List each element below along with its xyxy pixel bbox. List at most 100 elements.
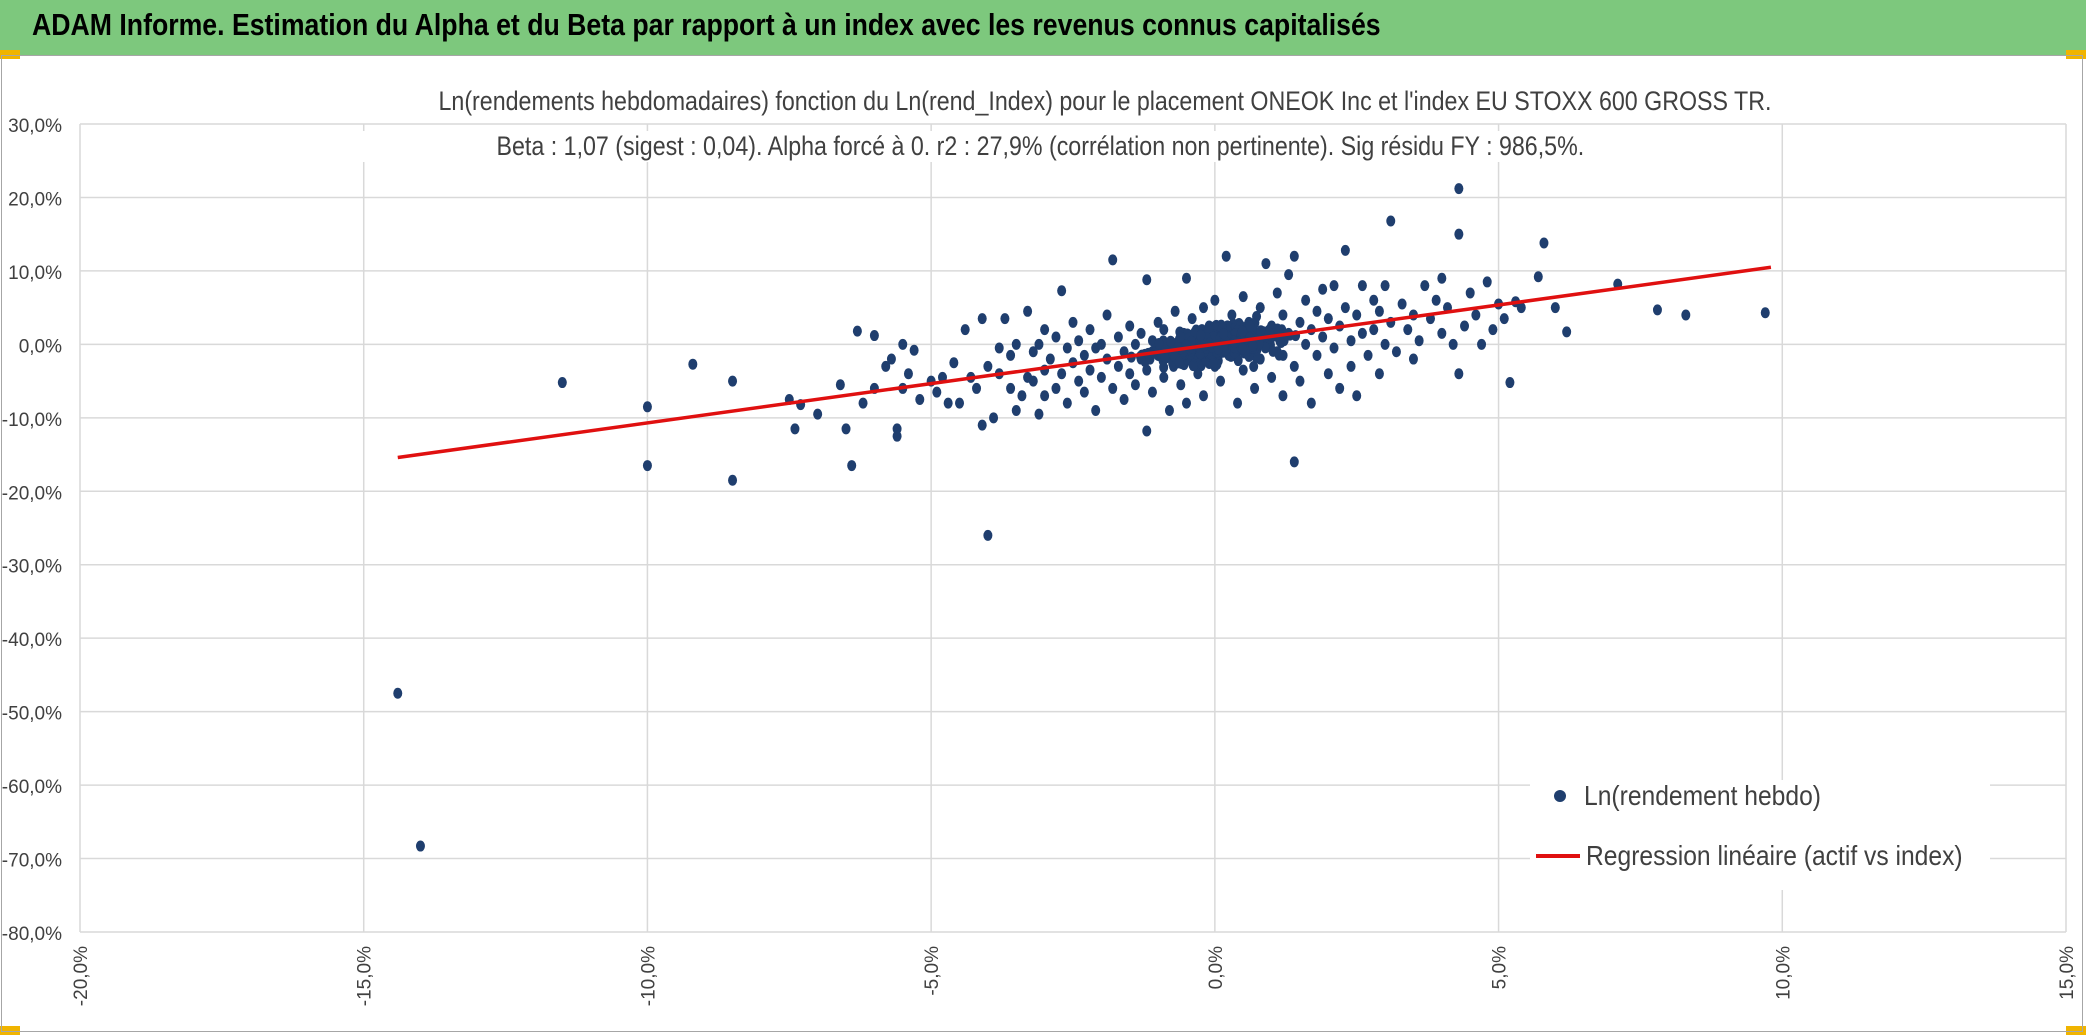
legend-item-regression: Regression linéaire (actif vs index) bbox=[1530, 840, 2014, 872]
legend-item-scatter: Ln(rendement hebdo) bbox=[1530, 780, 1853, 812]
x-axis-tick-labels: -20,0% -15,0% -10,0% -5,0% 0,0% 5,0% 10,0% 15,0… bbox=[71, 946, 2078, 1006]
corner-marker-bottom-left bbox=[0, 1026, 20, 1035]
chart-subtitle-text: Beta : 1,07 (sigest : 0,04). Alpha forcé… bbox=[496, 131, 1584, 161]
data-point bbox=[1448, 338, 1458, 350]
y-tick-label: -30,0% bbox=[2, 557, 62, 578]
x-tick-label: -5,0% bbox=[922, 946, 943, 996]
data-point bbox=[1391, 346, 1401, 358]
data-point bbox=[1550, 302, 1560, 314]
data-point bbox=[1147, 386, 1157, 398]
data-point bbox=[1176, 331, 1186, 343]
data-point bbox=[1295, 375, 1305, 387]
data-point bbox=[1329, 280, 1339, 292]
corner-marker-bottom-right bbox=[2066, 1026, 2086, 1035]
y-tick-label: -70,0% bbox=[2, 851, 62, 872]
data-point bbox=[1295, 316, 1305, 328]
data-point bbox=[1437, 272, 1447, 284]
data-point bbox=[1255, 302, 1265, 314]
data-point bbox=[1346, 360, 1356, 372]
data-point bbox=[1130, 338, 1140, 350]
data-point bbox=[1079, 349, 1089, 361]
data-point bbox=[960, 324, 970, 336]
scatter-series bbox=[393, 183, 1770, 852]
data-point bbox=[994, 342, 1004, 354]
data-point bbox=[1357, 327, 1367, 339]
data-point bbox=[1193, 368, 1203, 380]
data-point bbox=[1045, 353, 1055, 365]
data-point bbox=[1159, 371, 1169, 383]
data-point bbox=[1329, 342, 1339, 354]
data-point bbox=[881, 360, 891, 372]
data-point bbox=[1079, 386, 1089, 398]
data-point bbox=[1477, 338, 1487, 350]
data-point bbox=[1040, 390, 1050, 402]
data-point bbox=[1170, 305, 1180, 317]
data-point bbox=[1142, 274, 1152, 286]
data-point bbox=[1113, 331, 1123, 343]
data-point bbox=[903, 368, 913, 380]
data-point bbox=[1174, 356, 1184, 368]
data-point bbox=[1011, 404, 1021, 416]
data-point bbox=[1340, 244, 1350, 256]
data-point bbox=[1125, 320, 1135, 332]
data-point bbox=[1267, 371, 1277, 383]
data-point bbox=[1374, 305, 1384, 317]
data-point bbox=[1213, 343, 1223, 355]
data-point bbox=[1346, 335, 1356, 347]
data-point bbox=[1160, 351, 1170, 363]
data-point bbox=[1216, 375, 1226, 387]
data-point bbox=[1034, 338, 1044, 350]
x-tick-label: 5,0% bbox=[1490, 946, 1511, 989]
data-point bbox=[1482, 276, 1492, 288]
data-point bbox=[1108, 382, 1118, 394]
data-point bbox=[642, 460, 652, 472]
data-point bbox=[1000, 313, 1010, 325]
data-point bbox=[1142, 364, 1152, 376]
data-point bbox=[1275, 335, 1285, 347]
data-point bbox=[886, 353, 896, 365]
data-point bbox=[1488, 324, 1498, 336]
data-point bbox=[1323, 368, 1333, 380]
data-point bbox=[1380, 338, 1390, 350]
data-point bbox=[1539, 237, 1549, 249]
data-point bbox=[1028, 375, 1038, 387]
x-tick-label: 15,0% bbox=[2057, 946, 2078, 1000]
data-point bbox=[915, 393, 925, 405]
data-point bbox=[1034, 408, 1044, 420]
data-point bbox=[415, 840, 425, 852]
data-point bbox=[728, 474, 738, 486]
data-point bbox=[983, 360, 993, 372]
data-point bbox=[1380, 280, 1390, 292]
data-point bbox=[1414, 335, 1424, 347]
data-point bbox=[1369, 294, 1379, 306]
x-tick-label: -10,0% bbox=[638, 946, 659, 1006]
data-point bbox=[1142, 425, 1152, 437]
data-point bbox=[1085, 324, 1095, 336]
regression-line bbox=[397, 265, 1772, 460]
data-point bbox=[1181, 272, 1191, 284]
data-point bbox=[1227, 309, 1237, 321]
y-tick-label: 0,0% bbox=[19, 336, 62, 357]
y-tick-label: 20,0% bbox=[8, 189, 62, 210]
data-point bbox=[1454, 368, 1464, 380]
data-point bbox=[1306, 397, 1316, 409]
data-point bbox=[1085, 364, 1095, 376]
data-point bbox=[1159, 324, 1169, 336]
data-point bbox=[835, 379, 845, 391]
chart-grid bbox=[79, 123, 2067, 933]
data-point bbox=[1096, 371, 1106, 383]
data-point bbox=[813, 408, 823, 420]
data-point bbox=[1431, 294, 1441, 306]
chart-frame bbox=[1, 55, 2083, 1032]
data-point bbox=[1219, 328, 1229, 340]
data-point bbox=[847, 460, 857, 472]
y-axis-tick-labels: 30,0% 20,0% 10,0% 0,0% -10,0% -20,0% -30,0% -40… bbox=[2, 116, 62, 945]
data-point bbox=[1091, 404, 1101, 416]
data-point bbox=[1130, 379, 1140, 391]
data-point bbox=[858, 397, 868, 409]
data-point bbox=[955, 397, 965, 409]
data-point bbox=[1245, 320, 1255, 332]
data-point bbox=[1369, 324, 1379, 336]
data-point bbox=[1051, 382, 1061, 394]
data-point bbox=[1188, 360, 1198, 372]
